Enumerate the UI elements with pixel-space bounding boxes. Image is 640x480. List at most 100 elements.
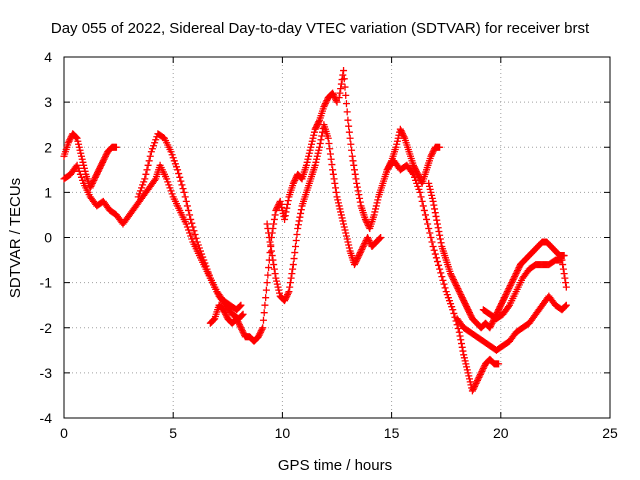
data-point-interp — [183, 202, 191, 210]
data-point-interp — [296, 213, 304, 221]
data-point-interp — [79, 158, 87, 166]
data-point — [311, 125, 319, 133]
data-point-interp — [432, 212, 440, 220]
data-point-interp — [239, 328, 247, 336]
data-point-interp — [426, 185, 434, 193]
data-point — [263, 279, 271, 287]
data-point — [396, 125, 404, 133]
series-track-2 — [60, 130, 120, 192]
data-point-interp — [504, 303, 512, 311]
data-point-interp — [271, 211, 279, 219]
data-point — [464, 369, 472, 377]
data-point-interp — [443, 291, 451, 299]
data-point — [560, 252, 568, 260]
series-track-7 — [383, 157, 503, 395]
data-point-interp — [80, 161, 88, 169]
data-point-interp — [334, 196, 342, 204]
data-point-interp — [561, 274, 569, 282]
data-point-interp — [138, 184, 146, 192]
data-point-interp — [273, 280, 281, 288]
data-point-interp — [497, 301, 505, 309]
data-point-interp — [297, 209, 305, 217]
data-point-interp — [184, 226, 192, 234]
data-point-interp — [503, 289, 511, 297]
data-point — [289, 261, 297, 269]
x-tick-label: 10 — [275, 425, 291, 441]
data-point-interp — [353, 183, 361, 191]
data-point-interp — [280, 212, 288, 220]
data-point — [324, 134, 332, 142]
data-point-interp — [195, 244, 203, 252]
data-point-interp — [334, 199, 342, 207]
data-point-interp — [77, 173, 85, 181]
data-point-interp — [101, 154, 109, 162]
data-point-interp — [559, 261, 567, 269]
data-point-interp — [458, 343, 466, 351]
data-point-interp — [303, 158, 311, 166]
data-point-interp — [312, 124, 320, 132]
data-point-interp — [441, 284, 449, 292]
data-point-interp — [354, 187, 362, 195]
data-point-interp — [278, 206, 286, 214]
data-point-interp — [182, 197, 190, 205]
data-point-interp — [463, 303, 471, 311]
data-point-interp — [562, 279, 570, 287]
data-point-interp — [420, 206, 428, 214]
data-point-interp — [238, 327, 246, 335]
data-point-interp — [444, 294, 452, 302]
data-point-interp — [345, 244, 353, 252]
data-point-interp — [352, 258, 360, 266]
data-point-interp — [313, 155, 321, 163]
data-point-interp — [454, 325, 462, 333]
data-point-interp — [366, 238, 374, 246]
data-point-interp — [166, 184, 174, 192]
data-point-interp — [428, 151, 436, 159]
data-point-interp — [513, 268, 521, 276]
data-point-interp — [297, 206, 305, 214]
data-point-interp — [328, 161, 336, 169]
data-point-interp — [277, 200, 285, 208]
data-point-interp — [222, 310, 230, 318]
data-point-interp — [186, 211, 194, 219]
data-point — [276, 197, 284, 205]
data-point-interp — [257, 327, 265, 335]
data-point-interp — [408, 169, 416, 177]
data-point-interp — [436, 231, 444, 239]
data-point-interp — [286, 283, 294, 291]
data-point-interp — [465, 375, 473, 383]
data-point-interp — [265, 234, 273, 241]
series-track-8 — [425, 179, 568, 332]
data-point — [558, 256, 566, 264]
data-point-interp — [139, 181, 147, 189]
data-point-interp — [339, 71, 347, 79]
data-point-interp — [66, 136, 74, 144]
data-point — [468, 387, 476, 395]
data-point — [370, 211, 378, 219]
data-point-interp — [177, 177, 185, 185]
data-point-interp — [284, 197, 292, 205]
data-point-interp — [417, 193, 425, 201]
data-point — [460, 351, 468, 359]
data-point-interp — [255, 331, 263, 339]
data-point-interp — [430, 201, 438, 209]
data-point — [187, 215, 195, 223]
data-point-interp — [165, 181, 173, 189]
data-point-interp — [447, 300, 455, 308]
data-point-interp — [78, 155, 86, 163]
data-point-interp — [194, 241, 202, 249]
data-point — [429, 197, 437, 205]
data-point-interp — [191, 230, 199, 238]
data-point-interp — [498, 300, 506, 308]
data-point-interp — [471, 382, 479, 390]
data-point-interp — [412, 176, 420, 184]
data-point-interp — [469, 385, 477, 393]
data-point-interp — [264, 271, 272, 279]
data-point-interp — [192, 234, 200, 242]
data-point-interp — [281, 295, 289, 303]
data-point-interp — [332, 188, 340, 196]
data-point-interp — [456, 289, 464, 297]
data-point-interp — [500, 294, 508, 302]
data-point-interp — [292, 175, 300, 183]
data-point — [307, 143, 315, 151]
data-point-interp — [100, 155, 108, 163]
